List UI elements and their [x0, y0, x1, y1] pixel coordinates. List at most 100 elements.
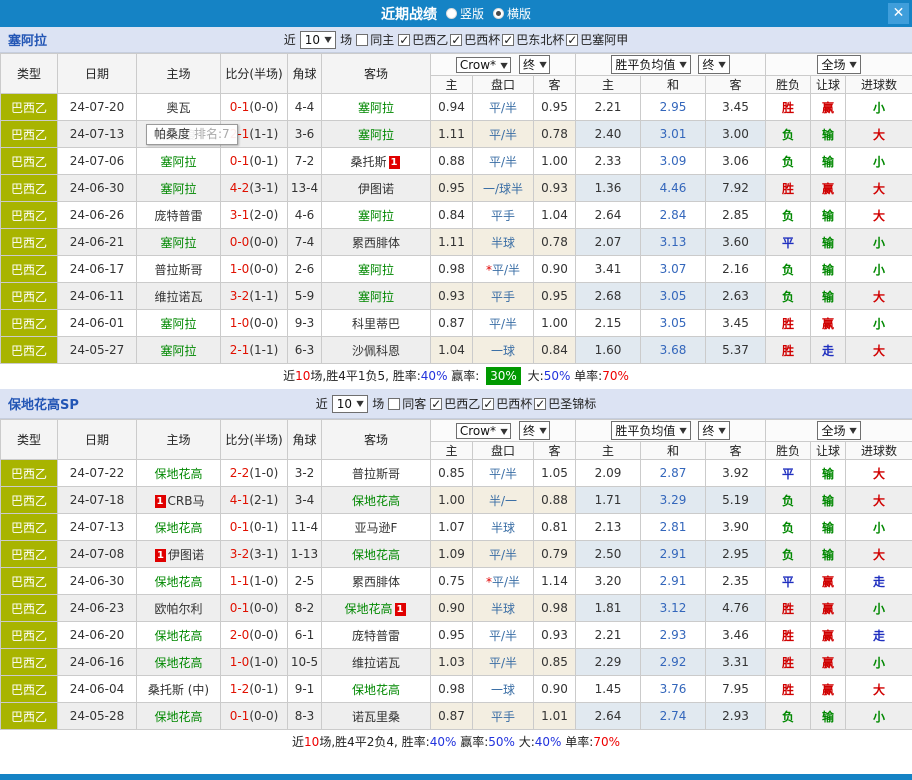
away-team[interactable]: 塞阿拉 [321, 255, 431, 283]
checkbox-icon[interactable] [566, 33, 579, 47]
home-team[interactable]: 塞阿拉 [136, 309, 221, 337]
avg-away-odds: 7.95 [704, 675, 767, 703]
away-team[interactable]: 塞阿拉 [321, 282, 431, 310]
away-team[interactable]: 亚马逊F [321, 513, 431, 541]
odds-source-select[interactable]: Crow* ▼ [455, 423, 512, 439]
tooltip-team-name: 帕桑度 [154, 127, 191, 141]
away-team[interactable]: 普拉斯哥 [321, 459, 431, 487]
team-section-header: 保地花高SP 近 10▼ 场 同客 巴西乙巴西杯巴圣锦标 [0, 389, 912, 419]
home-team[interactable]: 维拉诺瓦 [136, 282, 221, 310]
scope-select[interactable]: 全场 ▼ [817, 55, 861, 74]
home-team[interactable]: 欧帕尔利 [136, 594, 221, 622]
checkbox-icon[interactable] [502, 33, 515, 47]
close-button[interactable]: ✕ [888, 3, 909, 24]
checkbox-icon[interactable] [356, 33, 369, 46]
match-date: 24-06-20 [57, 621, 137, 649]
away-team[interactable]: 保地花高 [321, 486, 431, 514]
avg-draw-odds: 3.05 [640, 282, 706, 310]
filter-bar: 近 10▼ 场 同主 巴西乙巴西杯巴东北杯巴塞阿甲 [284, 30, 628, 49]
league-filter[interactable]: 巴西杯 [482, 395, 532, 412]
result-goals: 小 [845, 594, 912, 622]
avg-final-select[interactable]: 终 ▼ [698, 421, 730, 440]
avg-draw-odds: 3.13 [640, 228, 706, 256]
away-team[interactable]: 保地花高 1 [321, 594, 431, 622]
same-venue-filter[interactable]: 同客 [388, 395, 426, 412]
home-team[interactable]: 普拉斯哥 [136, 255, 221, 283]
home-team[interactable]: 保地花高 [136, 459, 221, 487]
match-row: 巴西乙 24-06-30 保地花高 1-1(1-0) 2-5 累西腓体 0.75 *平/半 1.… [0, 567, 912, 595]
away-team[interactable]: 沙佩科恩 [321, 336, 431, 364]
checkbox-icon[interactable] [482, 397, 495, 411]
away-team[interactable]: 诺瓦里桑 [321, 702, 431, 730]
league-filter[interactable]: 巴塞阿甲 [566, 31, 628, 48]
avg-select[interactable]: 胜平负均值 ▼ [611, 421, 691, 440]
layout-option-vertical[interactable]: 竖版 [445, 5, 484, 22]
match-count-select[interactable]: 10 ▼ [299, 30, 337, 49]
checkbox-icon[interactable] [398, 33, 411, 47]
home-team[interactable]: 1 CRB马 [136, 486, 221, 514]
odds-final-select[interactable]: 终 ▼ [519, 421, 551, 440]
checkbox-icon[interactable] [388, 397, 401, 410]
away-team[interactable]: 桑托斯 1 [321, 147, 431, 175]
match-row: 巴西乙 24-07-13 保地花高 0-1(0-1) 11-4 亚马逊F 1.07 半球 0.8… [0, 513, 912, 541]
radio-checked-icon[interactable] [493, 8, 504, 19]
scope-select[interactable]: 全场 ▼ [817, 421, 861, 440]
home-team[interactable]: 奥瓦 [136, 93, 221, 121]
summary-segment: 40% [534, 735, 562, 749]
league-filter[interactable]: 巴西乙 [398, 31, 448, 48]
home-team[interactable]: 塞阿拉 [136, 228, 221, 256]
result-goals: 走 [845, 621, 912, 649]
summary-segment: 70% [593, 735, 620, 749]
home-team[interactable]: 保地花高 [136, 648, 221, 676]
away-team[interactable]: 塞阿拉 [321, 120, 431, 148]
result-wdl: 胜 [765, 336, 812, 364]
league-filter[interactable]: 巴西乙 [430, 395, 480, 412]
home-team[interactable]: 保地花高 [136, 513, 221, 541]
home-team[interactable]: 1 伊图诺 [136, 540, 221, 568]
home-team[interactable]: 塞阿拉 [136, 336, 221, 364]
home-team[interactable]: 塞阿拉 [136, 147, 221, 175]
layout-option-horizontal[interactable]: 横版 [493, 5, 531, 22]
checkbox-icon[interactable] [430, 397, 443, 411]
home-team[interactable]: 保地花高 [136, 567, 221, 595]
away-team[interactable]: 伊图诺 [321, 174, 431, 202]
away-team[interactable]: 保地花高 [321, 675, 431, 703]
result-wdl: 负 [765, 255, 812, 283]
team-section: 保地花高SP 近 10▼ 场 同客 巴西乙巴西杯巴圣锦标 [0, 389, 912, 755]
avg-final-select[interactable]: 终 ▼ [698, 55, 730, 74]
sub-header: 盘口 [472, 441, 534, 460]
away-odds: 0.85 [533, 648, 576, 676]
match-count-select[interactable]: 10 ▼ [331, 394, 369, 413]
checkbox-icon[interactable] [534, 397, 547, 411]
home-team[interactable]: 塞阿拉 [136, 174, 221, 202]
home-team[interactable]: 保地花高 [136, 702, 221, 730]
odds-source-select[interactable]: Crow* ▼ [455, 57, 512, 73]
result-handicap: 赢 [810, 594, 847, 622]
home-odds: 0.87 [430, 309, 473, 337]
avg-home-odds: 3.20 [575, 567, 641, 595]
away-team[interactable]: 累西腓体 [321, 228, 431, 256]
away-team[interactable]: 保地花高 [321, 540, 431, 568]
away-team[interactable]: 维拉诺瓦 [321, 648, 431, 676]
odds-final-select[interactable]: 终 ▼ [519, 55, 551, 74]
away-team[interactable]: 庞特普雷 [321, 621, 431, 649]
same-venue-filter[interactable]: 同主 [356, 31, 394, 48]
league-filter[interactable]: 巴东北杯 [502, 31, 564, 48]
league-filter[interactable]: 巴西杯 [450, 31, 500, 48]
result-wdl: 负 [765, 147, 812, 175]
radio-unchecked-icon[interactable] [445, 8, 457, 19]
match-row: 巴西乙 24-07-08 1 伊图诺 3-2(3-1) 1-13 保地花高 1.09 平/半 0.… [0, 540, 912, 568]
away-team[interactable]: 累西腓体 [321, 567, 431, 595]
home-team[interactable]: 庞特普雷 [136, 201, 221, 229]
home-team[interactable]: 保地花高 [136, 621, 221, 649]
away-odds: 0.79 [533, 540, 576, 568]
away-team[interactable]: 科里蒂巴 [321, 309, 431, 337]
avg-select[interactable]: 胜平负均值 ▼ [611, 55, 691, 74]
corners: 13-4 [287, 174, 322, 202]
checkbox-icon[interactable] [450, 33, 463, 47]
result-wdl: 负 [765, 120, 812, 148]
home-team[interactable]: 桑托斯 (中) [136, 675, 221, 703]
away-team[interactable]: 塞阿拉 [321, 93, 431, 121]
away-team[interactable]: 塞阿拉 [321, 201, 431, 229]
league-filter[interactable]: 巴圣锦标 [534, 395, 596, 412]
